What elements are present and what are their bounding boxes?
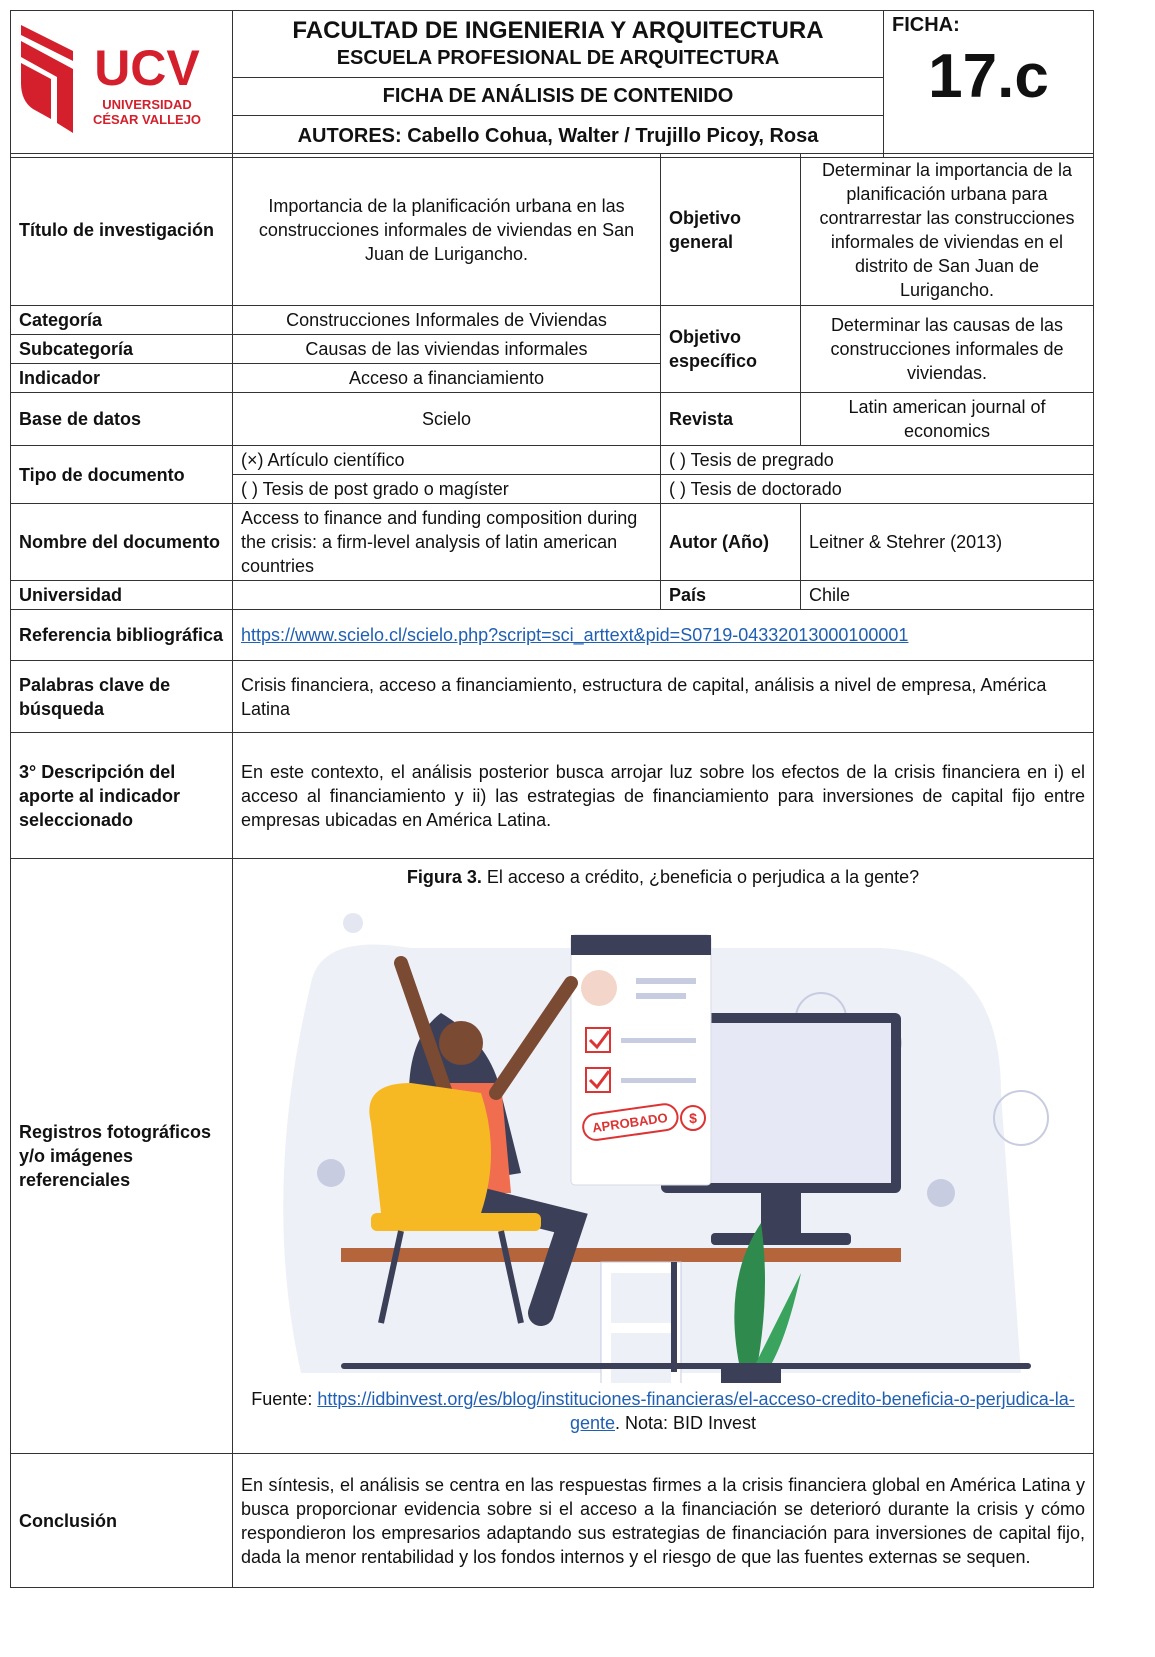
- label: Revista: [660, 392, 801, 446]
- label: Nombre del documento: [10, 503, 233, 581]
- value: Scielo: [232, 392, 661, 446]
- value: En síntesis, el análisis se centra en la…: [232, 1453, 1094, 1588]
- logo-subtitle: CÉSAR VALLEJO: [93, 112, 201, 127]
- option: ( ) Tesis de post grado o magíster: [232, 474, 661, 504]
- form-table: Título de investigación Importancia de l…: [10, 153, 1094, 1588]
- label: Conclusión: [10, 1453, 233, 1588]
- logo-subtitle: UNIVERSIDAD: [102, 97, 192, 112]
- value: Determinar las causas de las construccio…: [800, 305, 1094, 393]
- school: ESCUELA PROFESIONAL DE ARQUITECTURA: [336, 46, 780, 69]
- value: Importancia de la planificación urbana e…: [232, 153, 661, 306]
- header-titles: FACULTAD DE INGENIERIA Y ARQUITECTURA ES…: [232, 10, 884, 78]
- header-table: UCV UNIVERSIDAD CÉSAR VALLEJO FACULTAD D…: [10, 10, 1094, 159]
- authors: AUTORES: Cabello Cohua, Walter / Trujill…: [232, 114, 884, 159]
- label: Tipo de documento: [10, 445, 233, 504]
- caption-bold: Figura 3.: [406, 867, 482, 887]
- value: Acceso a financiamiento: [232, 363, 661, 393]
- label: Subcategoría: [10, 334, 233, 364]
- illustration: APROBADO $: [283, 913, 1049, 1383]
- logo: UCV UNIVERSIDAD CÉSAR VALLEJO: [21, 25, 201, 133]
- source-prefix: Fuente:: [251, 1389, 318, 1409]
- label: Universidad: [10, 580, 233, 610]
- faculty: FACULTAD DE INGENIERIA Y ARQUITECTURA: [292, 16, 824, 44]
- option: ( ) Tesis de pregrado: [660, 445, 1094, 475]
- value: Construcciones Informales de Viviendas: [232, 305, 661, 335]
- option: ( ) Tesis de doctorado: [660, 474, 1094, 504]
- reference-link[interactable]: https://www.scielo.cl/scielo.php?script=…: [241, 625, 909, 645]
- label: Indicador: [10, 363, 233, 393]
- source-suffix: . Nota: BID Invest: [614, 1413, 757, 1433]
- label: 3° Descripción del aporte al indicador s…: [10, 732, 233, 859]
- figure-source: Fuente: https://idbinvest.org/es/blog/in…: [241, 1387, 1085, 1435]
- label: Autor (Año): [660, 503, 801, 581]
- logo-cell: UCV UNIVERSIDAD CÉSAR VALLEJO: [10, 10, 233, 158]
- label: Palabras clave de búsqueda: [10, 660, 233, 733]
- value: Crisis financiera, acceso a financiamien…: [232, 660, 1094, 733]
- figure-caption: Figura 3. El acceso a crédito, ¿benefici…: [241, 865, 1085, 889]
- stamp-symbol: $: [689, 1110, 697, 1126]
- ficha-number: 17.c: [928, 42, 1049, 111]
- value: Leitner & Stehrer (2013): [800, 503, 1094, 581]
- figure-cell: Figura 3. El acceso a crédito, ¿benefici…: [232, 858, 1094, 1454]
- empty-cell: [232, 580, 661, 610]
- ficha-label: FICHA:: [892, 14, 960, 36]
- form-title: FICHA DE ANÁLISIS DE CONTENIDO: [232, 76, 884, 116]
- value: Causas de las viviendas informales: [232, 334, 661, 364]
- label: Objetivo general: [660, 153, 801, 306]
- option: (×) Artículo científico: [232, 445, 661, 475]
- value: https://www.scielo.cl/scielo.php?script=…: [232, 609, 1094, 661]
- value: Determinar la importancia de la planific…: [800, 153, 1094, 306]
- ficha-cell: FICHA: 17.c: [883, 10, 1094, 158]
- label: Registros fotográficos y/o imágenes refe…: [10, 858, 233, 1454]
- value: Access to finance and funding compositio…: [232, 503, 661, 581]
- label: Objetivo específico: [660, 305, 801, 393]
- value: Chile: [800, 580, 1094, 610]
- value: Latin american journal of economics: [800, 392, 1094, 446]
- label: Categoría: [10, 305, 233, 335]
- value: En este contexto, el análisis posterior …: [232, 732, 1094, 859]
- label: Referencia bibliográfica: [10, 609, 233, 661]
- label: Base de datos: [10, 392, 233, 446]
- source-link[interactable]: https://idbinvest.org/es/blog/institucio…: [317, 1389, 1075, 1433]
- label: Título de investigación: [10, 153, 233, 306]
- label: País: [660, 580, 801, 610]
- caption: El acceso a crédito, ¿beneficia o perjud…: [481, 867, 920, 887]
- logo-text: UCV: [94, 40, 200, 96]
